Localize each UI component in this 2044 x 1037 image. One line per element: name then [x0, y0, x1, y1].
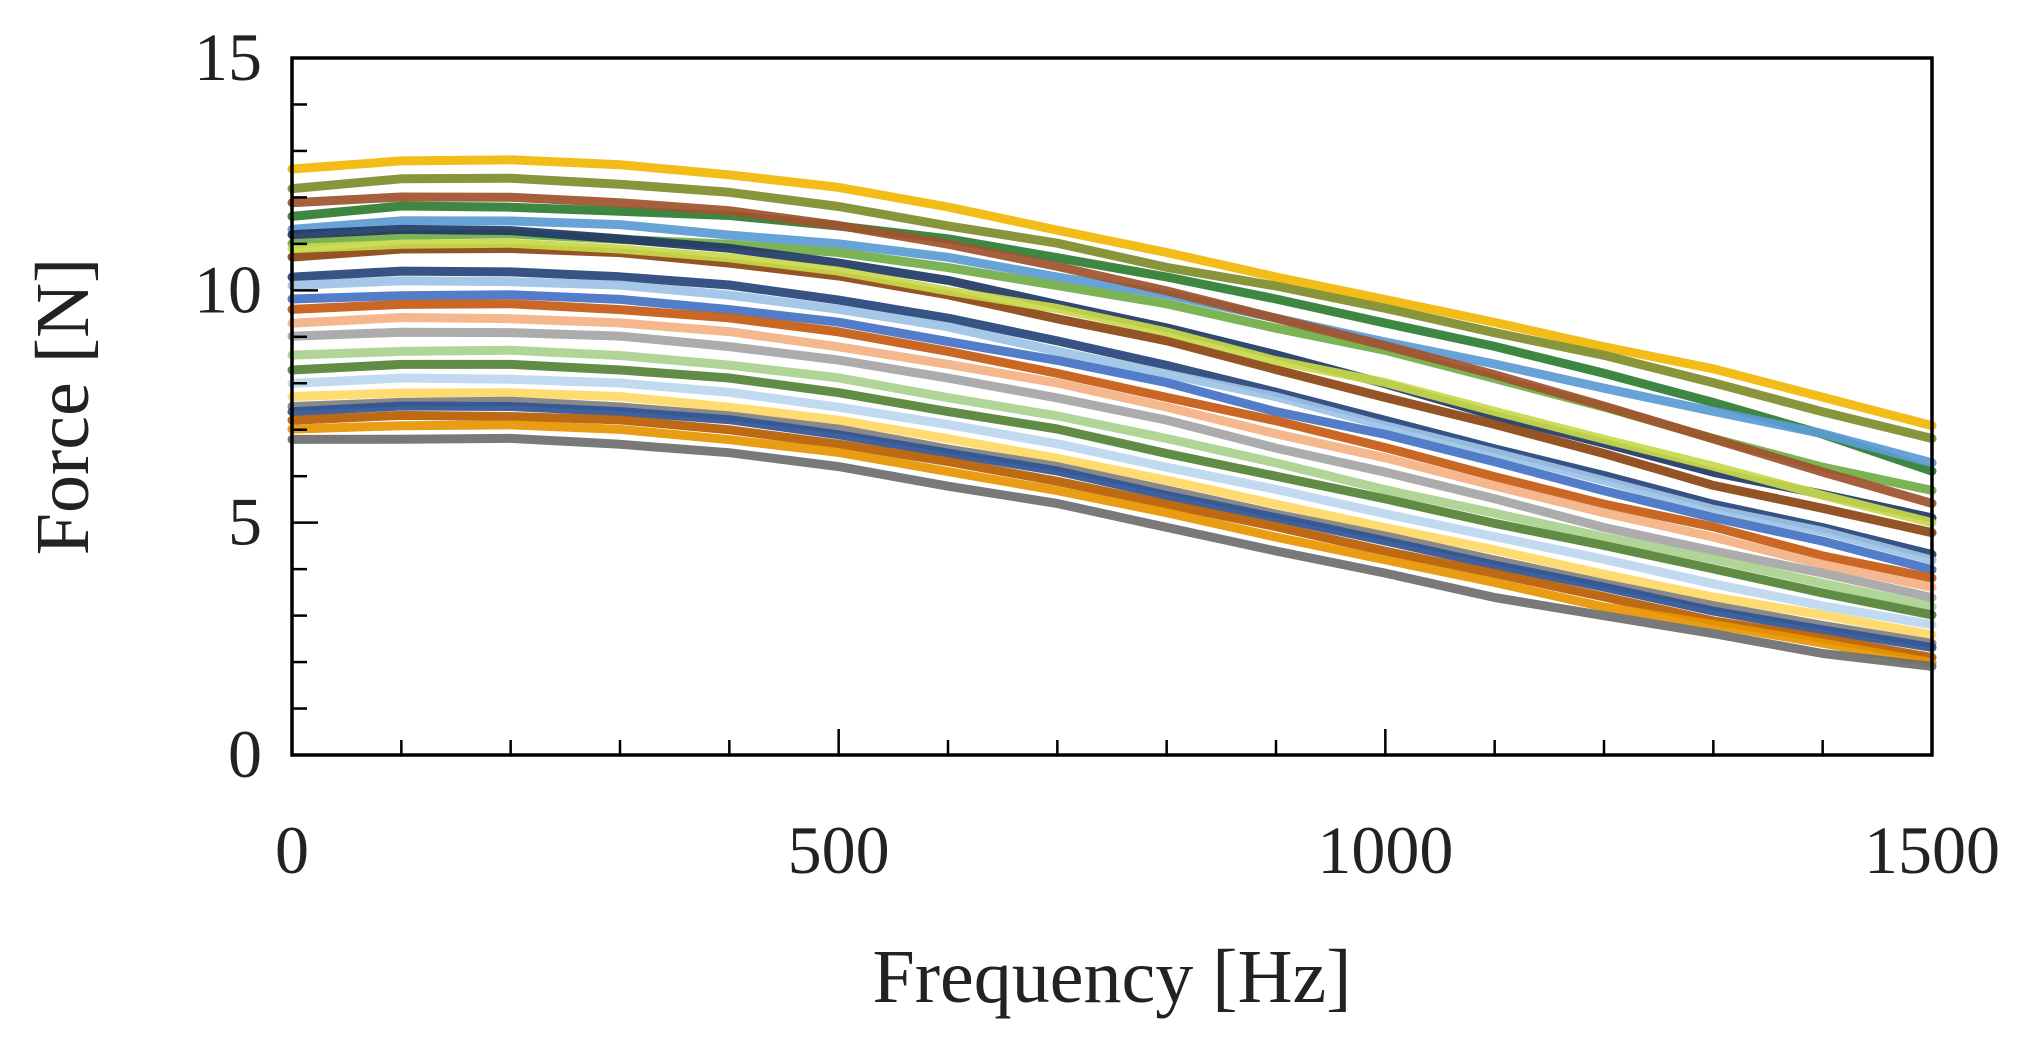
- series-line-s19: [287, 388, 1937, 640]
- y-tick-label: 5: [228, 484, 262, 560]
- series-line-s15: [287, 327, 1937, 603]
- series-line-s18: [287, 373, 1937, 630]
- series-line-s24: [287, 433, 1937, 671]
- series-line-s6: [287, 192, 1937, 508]
- series-line-s12: [287, 290, 1937, 575]
- series-line-s3: [287, 201, 1937, 476]
- series-line-s2: [287, 173, 1937, 443]
- series-line-s17: [287, 359, 1937, 620]
- series-layer: [287, 155, 1937, 671]
- y-tick-label: 15: [194, 19, 262, 95]
- tick-labels-layer: 0 500 1000 1500 0 5 10 15: [194, 19, 2000, 888]
- series-line-s23: [287, 420, 1937, 668]
- x-tick-label: 1000: [1317, 812, 1453, 888]
- x-axis-title: Frequency [Hz]: [872, 935, 1351, 1019]
- series-line-s10: [287, 266, 1937, 559]
- y-tick-label: 10: [194, 251, 262, 327]
- series-line-s16: [287, 345, 1937, 612]
- series-line-s21: [287, 401, 1937, 652]
- series-line-s4: [287, 216, 1937, 468]
- series-line-s1: [287, 155, 1937, 431]
- x-tick-label: 0: [275, 812, 309, 888]
- series-line-s22: [287, 410, 1937, 663]
- series-line-s14: [287, 313, 1937, 592]
- plot-frame: [290, 56, 1934, 757]
- x-tick-label: 1500: [1864, 812, 2000, 888]
- series-line-s9: [287, 238, 1937, 528]
- y-axis-title: Force [N]: [21, 258, 105, 556]
- x-tick-label: 500: [788, 812, 890, 888]
- series-line-s13: [287, 299, 1937, 583]
- series-line-s11: [287, 276, 1937, 565]
- y-tick-label: 0: [228, 716, 262, 792]
